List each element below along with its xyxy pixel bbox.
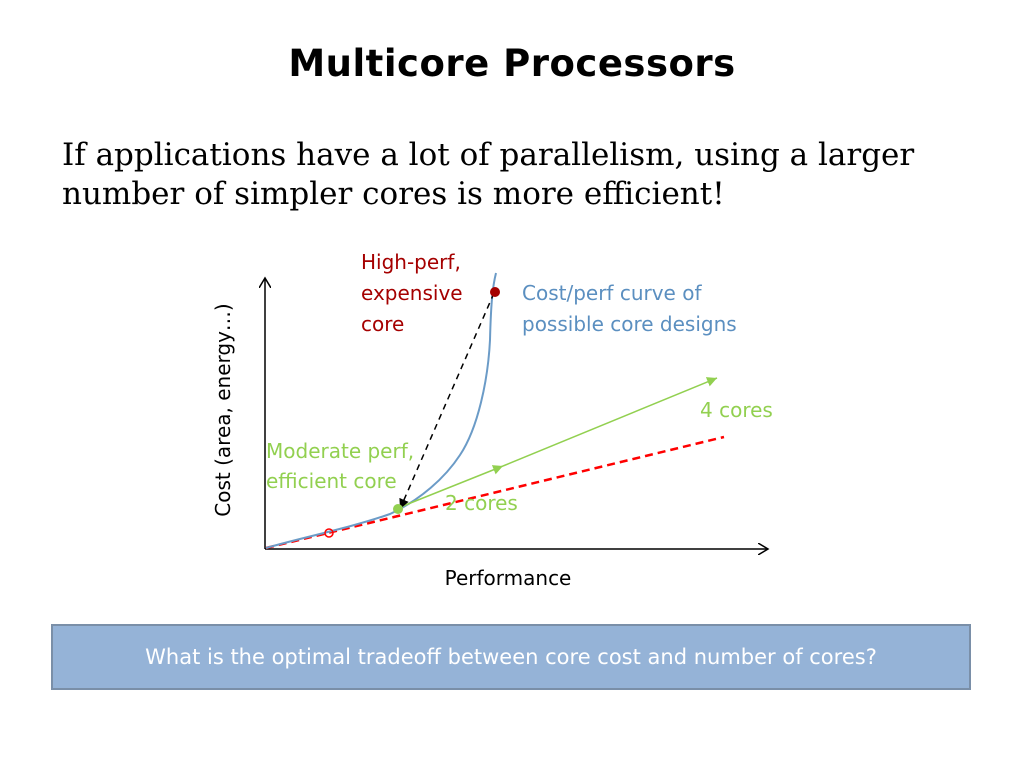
small-core-point (324, 528, 334, 538)
two-cores-label: 2 cores (445, 491, 518, 515)
high-perf-label-line1: High-perf, (361, 250, 461, 274)
four-cores-arrow (502, 377, 718, 467)
high-to-efficient-arrow (399, 292, 495, 510)
question-text: What is the optimal tradeoff between cor… (145, 645, 877, 669)
x-axis-label: Performance (445, 566, 572, 590)
curve-label-line1: Cost/perf curve of (522, 281, 702, 305)
moderate-perf-label-line2: efficient core (266, 469, 397, 493)
efficiency-line (265, 435, 725, 550)
body-line-2: number of simpler cores is more efficien… (62, 176, 725, 212)
slide-body-text: If applications have a lot of parallelis… (62, 136, 1002, 214)
high-perf-label-line3: core (361, 312, 404, 336)
curve-label: Cost/perf curve of possible core designs (522, 281, 737, 336)
question-box: What is the optimal tradeoff between cor… (51, 624, 971, 690)
y-axis-label: Cost (area, energy…) (211, 303, 235, 516)
moderate-perf-label-line1: Moderate perf, (266, 439, 414, 463)
four-cores-label: 4 cores (700, 398, 773, 422)
slide-title: Multicore Processors (288, 42, 736, 85)
cost-perf-curve (265, 272, 497, 549)
curve-label-line2: possible core designs (522, 312, 737, 336)
two-cores-arrow (397, 465, 504, 509)
high-perf-label-line2: expensive (361, 281, 463, 305)
moderate-perf-label: Moderate perf, efficient core (266, 439, 420, 493)
body-line-1: If applications have a lot of parallelis… (62, 137, 915, 173)
high-perf-core-point (490, 287, 500, 297)
high-perf-label: High-perf, expensive core (361, 250, 469, 336)
efficient-core-point (393, 504, 403, 514)
